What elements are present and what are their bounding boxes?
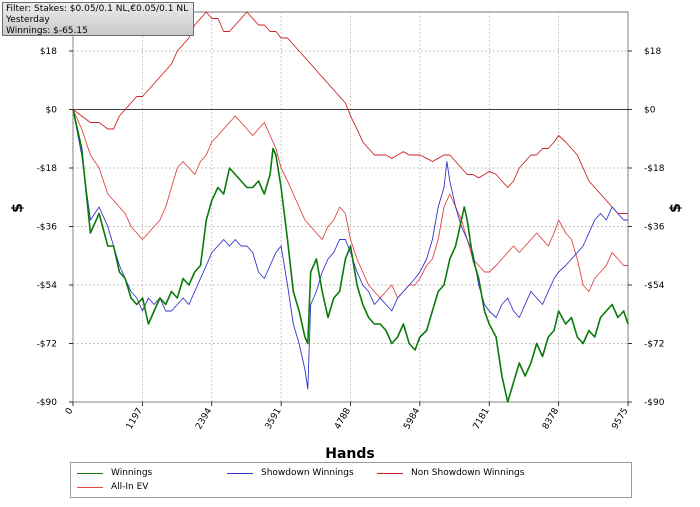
y-tick-label-right: -$18 [644,164,665,174]
x-ticks: 0 1197 2394 3591 4788 5984 7181 8378 9575 [64,402,631,431]
y-ticks-right: $18 $0 -$18 -$36 -$54 -$72 -$90 [644,47,665,408]
y-tick-label-left: -$18 [37,164,58,174]
x-tick-label: 0 [64,406,76,416]
legend-label: All-In EV [111,482,149,492]
legend: Winnings Showdown Winnings Non Showdown … [70,462,632,498]
legend-item-allin-ev: All-In EV [77,480,148,494]
y-tick-label-left: -$54 [37,281,58,291]
legend-label: Non Showdown Winnings [411,468,525,478]
legend-swatch [77,486,103,488]
legend-label: Showdown Winnings [261,468,354,478]
y-tick-label-right: $0 [644,106,656,116]
x-tick-label: 2394 [194,406,214,431]
y-tick-label-right: -$36 [644,223,665,233]
series-line-all-in-ev [72,109,628,299]
x-tick-label: 9575 [610,407,630,432]
x-tick-label: 4788 [333,406,353,431]
x-axis-label: Hands [325,446,375,462]
legend-swatch [77,472,103,474]
y-tick-label-right: -$72 [644,340,664,350]
y-axis-label-right: $ [668,203,684,213]
x-tick-label: 7181 [472,406,492,431]
legend-label: Winnings [111,468,153,478]
x-tick-label: 3591 [264,407,284,432]
filter-box: Filter: Stakes: $0.05/0.1 NL,€0.05/0.1 N… [2,2,194,36]
y-tick-label-left: -$72 [37,340,57,350]
y-axis-label-left: $ [10,203,26,213]
x-tick-label: 5984 [402,406,422,431]
y-tick-label-left: $18 [40,47,57,57]
series-line-winnings [72,109,629,403]
y-tick-label-left: $0 [46,106,58,116]
filter-stakes: Filter: Stakes: $0.05/0.1 NL,€0.05/0.1 N… [6,4,189,14]
y-tick-label-right: -$54 [644,281,665,291]
series-lines [72,11,629,403]
y-ticks-left: $18 $0 -$18 -$36 -$54 -$72 -$90 [37,47,632,408]
filter-winnings: Winnings: $-65.15 [6,26,88,36]
legend-item-winnings: Winnings [77,466,152,480]
legend-swatch [227,472,253,474]
legend-item-non-showdown: Non Showdown Winnings [377,466,524,480]
filter-period: Yesterday [6,15,50,25]
series-line-showdown-winnings [72,109,628,390]
y-tick-label-right: $18 [644,47,661,57]
x-tick-label: 1197 [125,407,145,432]
x-tick-label: 8378 [541,406,561,431]
y-tick-label-right: -$90 [644,398,665,408]
legend-swatch [377,472,403,474]
series-line-non-showdown-winnings [72,11,628,214]
grid-lines [72,12,629,403]
legend-item-showdown: Showdown Winnings [227,466,354,480]
y-tick-label-left: -$90 [37,398,58,408]
y-tick-label-left: -$36 [37,223,58,233]
